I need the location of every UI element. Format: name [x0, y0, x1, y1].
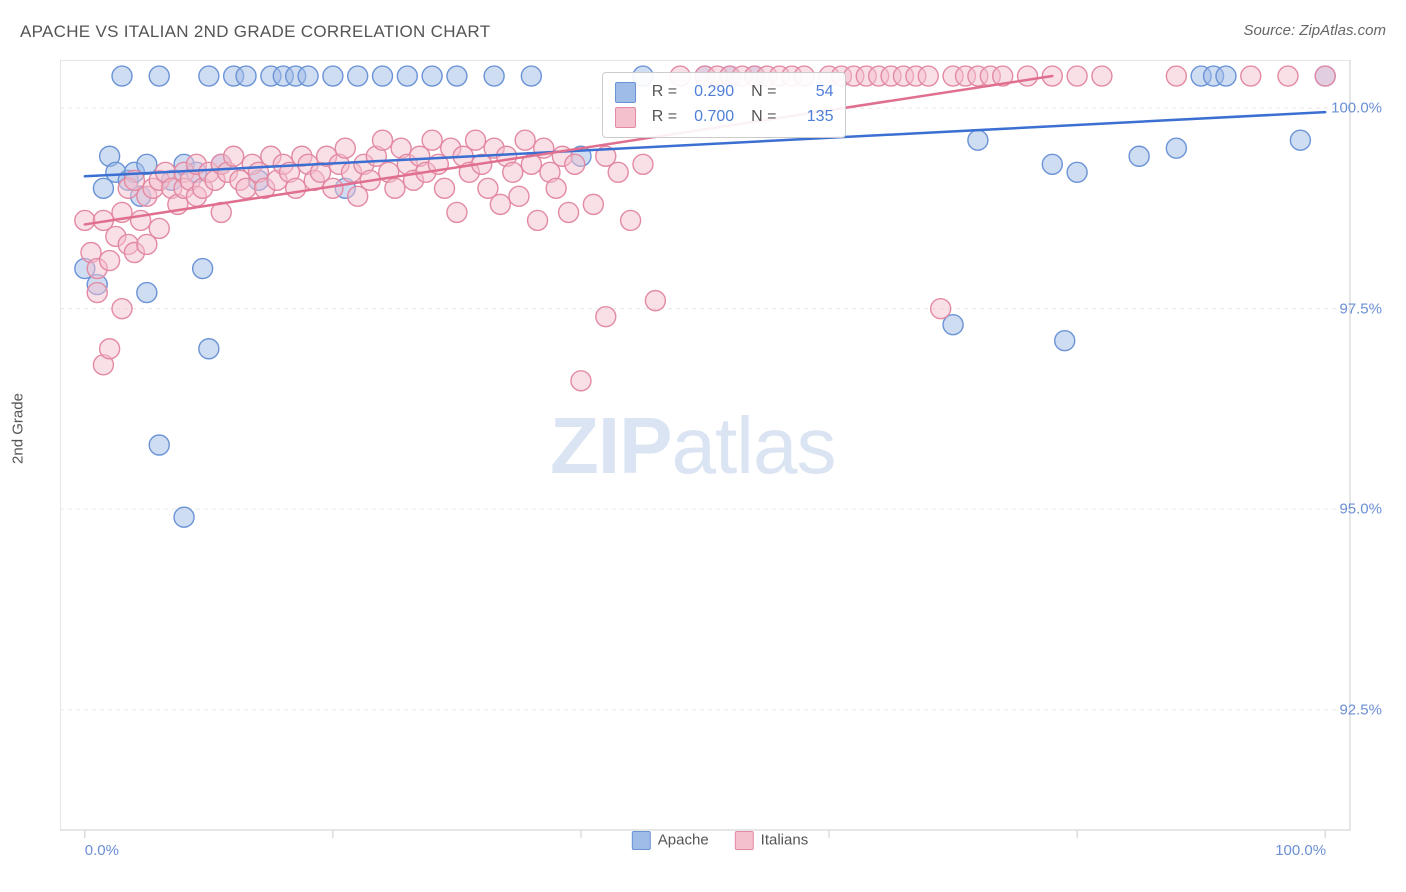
scatter-point	[149, 218, 169, 238]
scatter-point	[422, 66, 442, 86]
scatter-point	[112, 66, 132, 86]
scatter-point	[509, 186, 529, 206]
scatter-point	[546, 178, 566, 198]
stat-legend-row: R =0.290N =54	[615, 80, 834, 105]
scatter-point	[1055, 331, 1075, 351]
scatter-point	[528, 210, 548, 230]
scatter-point	[466, 130, 486, 150]
scatter-point	[348, 66, 368, 86]
scatter-point	[1018, 66, 1038, 86]
legend-item: Apache	[632, 831, 709, 850]
scatter-point	[1129, 146, 1149, 166]
legend-swatch	[632, 831, 651, 850]
scatter-point	[100, 251, 120, 271]
chart-source: Source: ZipAtlas.com	[1243, 22, 1386, 39]
scatter-point	[174, 507, 194, 527]
scatter-point	[149, 66, 169, 86]
scatter-point	[1067, 162, 1087, 182]
scatter-point	[422, 130, 442, 150]
scatter-chart	[60, 60, 1380, 860]
scatter-point	[335, 138, 355, 158]
scatter-point	[565, 154, 585, 174]
scatter-point	[298, 66, 318, 86]
scatter-point	[137, 283, 157, 303]
scatter-point	[596, 307, 616, 327]
scatter-point	[385, 178, 405, 198]
legend-label: Italians	[761, 831, 809, 848]
scatter-point	[583, 194, 603, 214]
stat-legend-row: R =0.700N =135	[615, 105, 834, 130]
y-tick-label: 95.0%	[1339, 501, 1382, 518]
scatter-point	[1290, 130, 1310, 150]
scatter-point	[1166, 138, 1186, 158]
scatter-point	[621, 210, 641, 230]
scatter-point	[199, 66, 219, 86]
legend-item: Italians	[735, 831, 809, 850]
scatter-point	[1216, 66, 1236, 86]
scatter-point	[100, 339, 120, 359]
scatter-point	[1241, 66, 1261, 86]
scatter-point	[224, 146, 244, 166]
x-tick-label: 0.0%	[85, 842, 119, 859]
scatter-point	[75, 210, 95, 230]
scatter-point	[931, 299, 951, 319]
scatter-point	[608, 162, 628, 182]
scatter-point	[645, 291, 665, 311]
scatter-point	[521, 66, 541, 86]
scatter-point	[633, 154, 653, 174]
scatter-point	[571, 371, 591, 391]
scatter-point	[490, 194, 510, 214]
scatter-point	[968, 130, 988, 150]
y-tick-label: 100.0%	[1331, 100, 1382, 117]
chart-title: APACHE VS ITALIAN 2ND GRADE CORRELATION …	[20, 22, 490, 41]
scatter-point	[199, 339, 219, 359]
scatter-point	[515, 130, 535, 150]
y-tick-label: 97.5%	[1339, 300, 1382, 317]
scatter-point	[112, 299, 132, 319]
scatter-point	[286, 178, 306, 198]
scatter-point	[323, 66, 343, 86]
legend-label: Apache	[658, 831, 709, 848]
legend-swatch	[615, 107, 636, 128]
scatter-point	[1278, 66, 1298, 86]
scatter-point	[236, 66, 256, 86]
scatter-point	[503, 162, 523, 182]
scatter-point	[87, 283, 107, 303]
scatter-point	[447, 66, 467, 86]
scatter-point	[918, 66, 938, 86]
scatter-point	[1092, 66, 1112, 86]
scatter-point	[373, 130, 393, 150]
legend-swatch	[615, 82, 636, 103]
stat-legend: R =0.290N =54R =0.700N =135	[602, 72, 847, 138]
scatter-point	[149, 435, 169, 455]
scatter-point	[397, 66, 417, 86]
scatter-point	[193, 259, 213, 279]
scatter-point	[1042, 154, 1062, 174]
y-tick-label: 92.5%	[1339, 701, 1382, 718]
scatter-point	[1067, 66, 1087, 86]
scatter-point	[1315, 66, 1335, 86]
scatter-point	[559, 202, 579, 222]
scatter-point	[373, 66, 393, 86]
scatter-point	[484, 66, 504, 86]
scatter-point	[435, 178, 455, 198]
legend-swatch	[735, 831, 754, 850]
x-tick-label: 100.0%	[1275, 842, 1326, 859]
scatter-point	[131, 210, 151, 230]
y-axis-label: 2nd Grade	[10, 393, 27, 464]
chart-container: ZIPatlas 92.5%95.0%97.5%100.0% 0.0%100.0…	[60, 60, 1380, 830]
scatter-point	[447, 202, 467, 222]
scatter-point	[1166, 66, 1186, 86]
